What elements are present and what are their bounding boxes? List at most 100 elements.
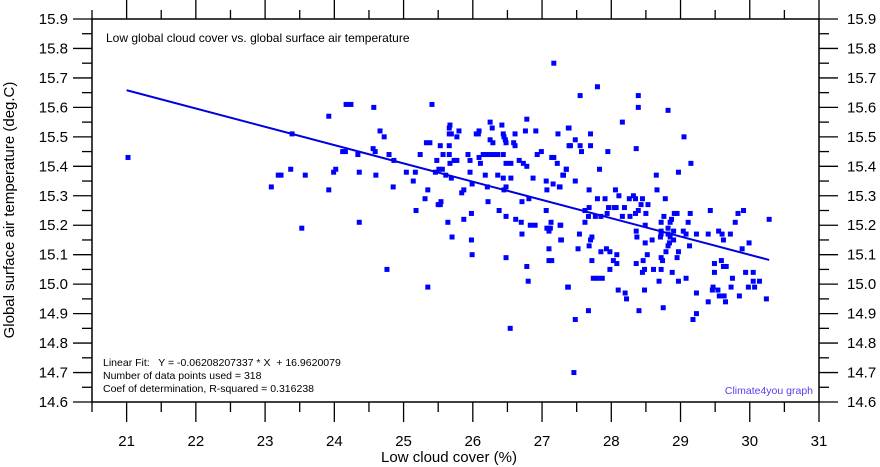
data-point <box>516 157 522 163</box>
y-tick-label: 15.3 <box>39 188 68 205</box>
data-point <box>599 275 605 281</box>
data-point <box>503 184 509 190</box>
data-point <box>635 208 641 213</box>
data-point <box>688 160 694 166</box>
data-point <box>299 225 305 231</box>
data-point <box>446 125 452 131</box>
data-point <box>511 140 517 146</box>
data-point <box>469 252 475 258</box>
data-point <box>524 263 530 269</box>
y-tick-label: 15.0 <box>39 276 68 293</box>
data-point <box>500 175 506 181</box>
data-point <box>495 152 501 158</box>
data-point <box>671 210 677 216</box>
data-point <box>434 157 440 163</box>
data-point <box>642 266 648 272</box>
data-point <box>490 140 496 146</box>
data-point <box>422 196 428 202</box>
data-point <box>518 219 524 225</box>
data-point <box>546 246 552 252</box>
data-point <box>669 269 675 275</box>
data-point <box>633 196 639 202</box>
data-point <box>532 222 538 228</box>
data-point <box>645 202 651 208</box>
data-point <box>660 258 666 264</box>
data-point <box>743 269 749 275</box>
data-point <box>635 104 641 110</box>
data-point <box>476 128 482 134</box>
data-point <box>614 261 620 267</box>
data-point <box>716 293 722 299</box>
data-point <box>512 143 518 149</box>
data-point <box>437 202 443 208</box>
data-point <box>728 284 734 290</box>
credit-text: Climate4you graph <box>725 385 813 397</box>
data-point <box>588 237 594 243</box>
data-point <box>425 187 431 193</box>
y-tick-label: 14.6 <box>39 394 68 411</box>
data-point <box>633 228 639 234</box>
data-point <box>488 152 494 158</box>
data-point <box>440 152 446 158</box>
data-point <box>500 152 506 158</box>
data-point <box>750 278 756 284</box>
y-tick-label: 15.4 <box>39 158 68 175</box>
data-point <box>447 160 453 166</box>
data-point <box>449 234 455 240</box>
data-point <box>658 255 664 261</box>
data-point <box>500 131 506 137</box>
data-point <box>675 249 681 255</box>
data-point <box>589 258 595 264</box>
data-point <box>693 311 699 317</box>
data-point <box>412 169 418 175</box>
data-point <box>448 175 454 181</box>
data-point <box>683 275 689 281</box>
data-point <box>656 278 662 284</box>
data-point <box>436 166 442 172</box>
data-point <box>597 166 603 172</box>
data-point <box>732 219 738 225</box>
y-tick-label: 15.7 <box>39 70 68 87</box>
data-point <box>503 255 509 261</box>
data-point <box>423 140 429 146</box>
data-point <box>619 213 625 219</box>
data-point <box>326 113 332 119</box>
data-point <box>491 152 497 158</box>
x-tick-label: 31 <box>811 433 828 450</box>
data-point <box>602 196 608 202</box>
data-point <box>278 172 284 178</box>
data-point <box>454 134 460 140</box>
fit-line-group <box>126 89 770 261</box>
data-point <box>643 210 649 216</box>
data-point <box>446 152 452 158</box>
data-point <box>503 160 509 166</box>
data-point <box>577 143 583 149</box>
data-point <box>633 261 639 267</box>
x-axis-label: Low cloud cover (%) <box>381 449 517 466</box>
data-point <box>619 119 625 125</box>
data-point <box>451 157 457 163</box>
data-point <box>448 131 454 137</box>
data-point <box>356 169 362 175</box>
data-point <box>633 210 639 216</box>
data-point <box>557 184 563 190</box>
data-point <box>604 210 610 216</box>
data-point <box>687 210 693 216</box>
data-point <box>586 187 592 193</box>
x-tick-label: 29 <box>672 433 689 450</box>
data-point <box>125 154 131 160</box>
data-point <box>468 210 474 216</box>
data-point <box>665 243 671 249</box>
data-point <box>333 166 339 172</box>
data-point <box>370 146 376 152</box>
data-point <box>437 143 443 149</box>
data-point <box>579 149 585 155</box>
data-point <box>544 187 550 193</box>
data-point <box>427 140 433 146</box>
data-point <box>707 208 713 213</box>
data-point <box>480 152 486 158</box>
x-tick-label: 22 <box>188 433 205 450</box>
data-point <box>483 152 489 158</box>
y-right-tick-label: 14.7 <box>847 365 876 382</box>
x-tick-label: 30 <box>741 433 758 450</box>
